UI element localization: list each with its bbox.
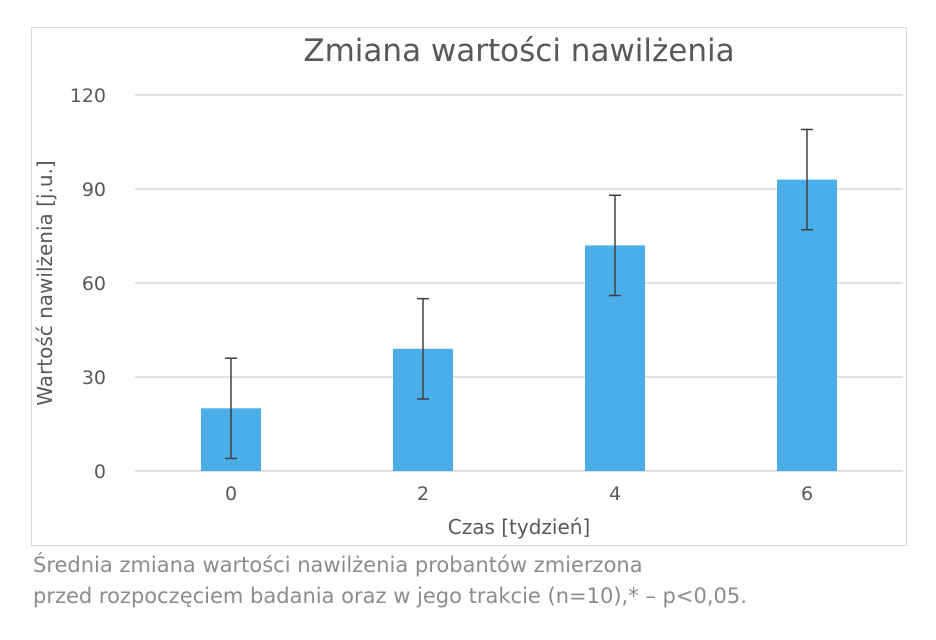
- error-bar-week-0: [225, 357, 237, 460]
- error-bar-week-2: [417, 297, 429, 400]
- error-bars: [225, 128, 813, 460]
- x-tick-label: 0: [225, 483, 237, 505]
- x-axis-label: Czas [tydzień]: [448, 515, 591, 539]
- error-bar-week-6: [801, 128, 813, 231]
- y-axis-label: Wartość nawilżenia [j.u.]: [33, 160, 57, 405]
- y-tick-label: 30: [82, 367, 106, 389]
- gridlines: [135, 94, 903, 472]
- y-tick-label: 60: [82, 273, 106, 295]
- y-tick-label: 120: [70, 85, 106, 107]
- figure-caption-line-2: przed rozpoczęciem badania oraz w jego t…: [33, 584, 747, 608]
- bars: [201, 179, 837, 471]
- figure-caption-line-1: Średnia zmiana wartości nawilżenia proba…: [33, 553, 643, 577]
- x-tick-label: 6: [801, 483, 813, 505]
- x-tick-label: 4: [609, 483, 621, 505]
- x-tick-labels: 0 2 4 6: [225, 483, 813, 505]
- y-tick-label: 90: [82, 179, 106, 201]
- x-tick-label: 2: [417, 483, 429, 505]
- y-tick-label: 0: [94, 461, 106, 483]
- chart-title: Zmiana wartości nawilżenia: [303, 33, 734, 69]
- error-bar-week-4: [609, 194, 621, 297]
- y-tick-labels: 0 30 60 90 120: [70, 85, 106, 483]
